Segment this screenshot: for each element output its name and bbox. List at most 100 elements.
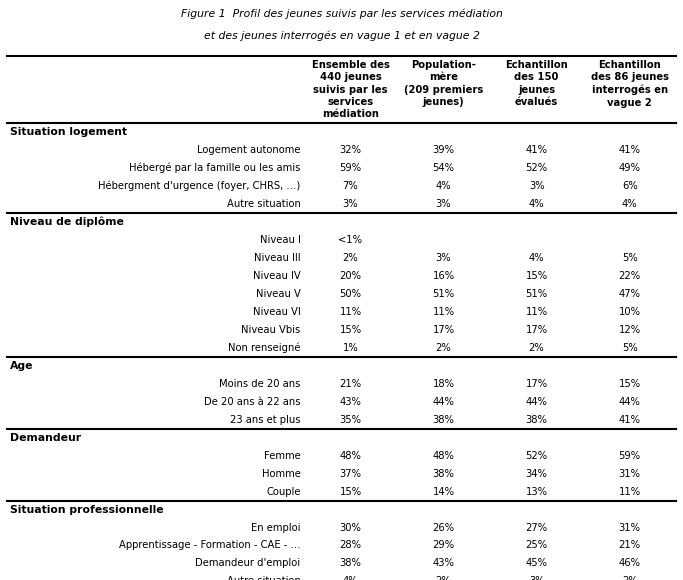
- Text: 10%: 10%: [619, 307, 641, 317]
- Text: 26%: 26%: [432, 523, 455, 532]
- Text: Logement autonome: Logement autonome: [197, 145, 301, 155]
- Text: 15%: 15%: [619, 379, 641, 389]
- Text: 3%: 3%: [529, 181, 544, 191]
- Text: De 20 ans à 22 ans: De 20 ans à 22 ans: [204, 397, 301, 407]
- Text: 47%: 47%: [619, 289, 641, 299]
- Text: 23 ans et plus: 23 ans et plus: [230, 415, 301, 425]
- Text: 41%: 41%: [619, 145, 641, 155]
- Text: 4%: 4%: [529, 199, 544, 209]
- Text: 17%: 17%: [432, 325, 455, 335]
- Text: 1%: 1%: [343, 343, 359, 353]
- Text: Situation professionnelle: Situation professionnelle: [10, 505, 164, 514]
- Text: 17%: 17%: [525, 379, 548, 389]
- Text: Niveau Vbis: Niveau Vbis: [241, 325, 301, 335]
- Text: 11%: 11%: [619, 487, 641, 496]
- Text: 44%: 44%: [432, 397, 454, 407]
- Text: 44%: 44%: [619, 397, 641, 407]
- Text: Ensemble des
440 jeunes
suivis par les
services
médiation: Ensemble des 440 jeunes suivis par les s…: [311, 60, 389, 119]
- Text: 21%: 21%: [619, 541, 641, 550]
- Text: Niveau de diplôme: Niveau de diplôme: [10, 216, 124, 227]
- Text: 14%: 14%: [432, 487, 454, 496]
- Text: 34%: 34%: [526, 469, 548, 478]
- Text: 11%: 11%: [432, 307, 455, 317]
- Text: 3%: 3%: [436, 199, 451, 209]
- Text: 59%: 59%: [339, 163, 361, 173]
- Text: 48%: 48%: [339, 451, 361, 461]
- Text: 11%: 11%: [525, 307, 548, 317]
- Text: 45%: 45%: [526, 559, 548, 568]
- Text: 31%: 31%: [619, 523, 641, 532]
- Text: 4%: 4%: [529, 253, 544, 263]
- Text: 18%: 18%: [432, 379, 454, 389]
- Text: 37%: 37%: [339, 469, 361, 478]
- Text: Niveau V: Niveau V: [255, 289, 301, 299]
- Text: 44%: 44%: [526, 397, 548, 407]
- Text: 29%: 29%: [432, 541, 455, 550]
- Text: 48%: 48%: [432, 451, 454, 461]
- Text: 3%: 3%: [343, 199, 359, 209]
- Text: 11%: 11%: [339, 307, 361, 317]
- Text: 15%: 15%: [339, 325, 361, 335]
- Text: 38%: 38%: [432, 469, 454, 478]
- Text: Niveau I: Niveau I: [260, 235, 301, 245]
- Text: 2%: 2%: [622, 577, 637, 580]
- Text: 52%: 52%: [525, 163, 548, 173]
- Text: 49%: 49%: [619, 163, 641, 173]
- Text: Couple: Couple: [266, 487, 301, 496]
- Text: 12%: 12%: [619, 325, 641, 335]
- Text: 35%: 35%: [339, 415, 361, 425]
- Text: Demandeur: Demandeur: [10, 433, 81, 443]
- Text: Population-
mère
(209 premiers
jeunes): Population- mère (209 premiers jeunes): [404, 60, 483, 107]
- Text: 16%: 16%: [432, 271, 455, 281]
- Text: <1%: <1%: [339, 235, 363, 245]
- Text: Apprentissage - Formation - CAE - …: Apprentissage - Formation - CAE - …: [119, 541, 301, 550]
- Text: Echantillon
des 150
jeunes
évalués: Echantillon des 150 jeunes évalués: [505, 60, 568, 107]
- Text: Autre situation: Autre situation: [227, 577, 301, 580]
- Text: et des jeunes interrogés en vague 1 et en vague 2: et des jeunes interrogés en vague 1 et e…: [204, 30, 479, 41]
- Text: 22%: 22%: [619, 271, 641, 281]
- Text: 4%: 4%: [622, 199, 637, 209]
- Text: 5%: 5%: [622, 253, 637, 263]
- Text: Homme: Homme: [262, 469, 301, 478]
- Text: 43%: 43%: [339, 397, 361, 407]
- Text: 7%: 7%: [343, 181, 359, 191]
- Text: 30%: 30%: [339, 523, 361, 532]
- Text: 4%: 4%: [343, 577, 359, 580]
- Text: 38%: 38%: [339, 559, 361, 568]
- Text: 21%: 21%: [339, 379, 361, 389]
- Text: 15%: 15%: [339, 487, 361, 496]
- Text: 52%: 52%: [525, 451, 548, 461]
- Text: 41%: 41%: [526, 145, 548, 155]
- Text: 43%: 43%: [432, 559, 454, 568]
- Text: 2%: 2%: [436, 343, 451, 353]
- Text: Autre situation: Autre situation: [227, 199, 301, 209]
- Text: 4%: 4%: [436, 181, 451, 191]
- Text: 32%: 32%: [339, 145, 361, 155]
- Text: 50%: 50%: [339, 289, 361, 299]
- Text: Hébergment d'urgence (foyer, CHRS, …): Hébergment d'urgence (foyer, CHRS, …): [98, 180, 301, 191]
- Text: 39%: 39%: [432, 145, 454, 155]
- Text: Demandeur d'emploi: Demandeur d'emploi: [195, 559, 301, 568]
- Text: Hébergé par la famille ou les amis: Hébergé par la famille ou les amis: [129, 162, 301, 173]
- Text: 5%: 5%: [622, 343, 637, 353]
- Text: 2%: 2%: [436, 577, 451, 580]
- Text: 41%: 41%: [619, 415, 641, 425]
- Text: 51%: 51%: [525, 289, 548, 299]
- Text: 25%: 25%: [525, 541, 548, 550]
- Text: Niveau VI: Niveau VI: [253, 307, 301, 317]
- Text: 17%: 17%: [525, 325, 548, 335]
- Text: Age: Age: [10, 361, 33, 371]
- Text: En emploi: En emploi: [251, 523, 301, 532]
- Text: Figure 1  Profil des jeunes suivis par les services médiation: Figure 1 Profil des jeunes suivis par le…: [180, 9, 503, 19]
- Text: 38%: 38%: [432, 415, 454, 425]
- Text: Moins de 20 ans: Moins de 20 ans: [219, 379, 301, 389]
- Text: 20%: 20%: [339, 271, 361, 281]
- Text: 54%: 54%: [432, 163, 454, 173]
- Text: 31%: 31%: [619, 469, 641, 478]
- Text: 27%: 27%: [525, 523, 548, 532]
- Text: Niveau III: Niveau III: [254, 253, 301, 263]
- Text: 51%: 51%: [432, 289, 455, 299]
- Text: Niveau IV: Niveau IV: [253, 271, 301, 281]
- Text: Echantillon
des 86 jeunes
interrogés en
vague 2: Echantillon des 86 jeunes interrogés en …: [591, 60, 669, 108]
- Text: 2%: 2%: [529, 343, 544, 353]
